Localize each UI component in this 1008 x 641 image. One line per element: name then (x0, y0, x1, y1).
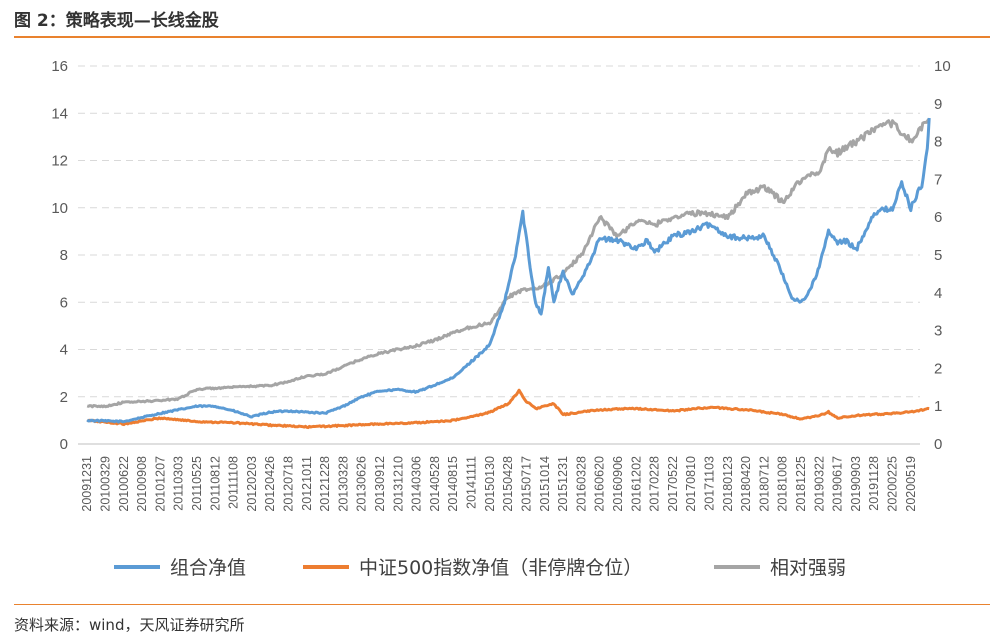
y-left-tick-label: 16 (51, 58, 68, 75)
x-tick-label: 20110525 (190, 456, 204, 511)
series-lines (86, 117, 931, 430)
source-divider (14, 604, 990, 605)
y-right-tick-label: 2 (934, 360, 942, 377)
y-right-tick-label: 3 (934, 323, 942, 340)
y-right-tick-label: 7 (934, 171, 942, 188)
x-tick-label: 20200225 (886, 456, 900, 512)
x-tick-label: 20131210 (391, 456, 405, 512)
x-tick-label: 20120718 (282, 456, 296, 512)
x-tick-label: 20150130 (483, 456, 497, 512)
x-tick-label: 20150428 (501, 456, 515, 512)
x-tick-label: 20181008 (776, 456, 790, 512)
x-tick-label: 20191128 (867, 456, 881, 511)
x-tick-label: 20121011 (300, 456, 314, 511)
x-tick-label: 20170228 (648, 456, 662, 512)
x-tick-label: 20100908 (135, 456, 149, 512)
y-right-tick-label: 0 (934, 436, 942, 453)
x-tick-label: 20170810 (684, 456, 698, 512)
y-left-tick-label: 0 (60, 436, 68, 453)
legend-label-0: 组合净值 (170, 557, 246, 579)
x-tick-label: 20151014 (538, 456, 552, 512)
x-tick-label: 20120203 (245, 456, 259, 512)
left-y-axis: 0 2 4 6 8 10 12 14 16 (51, 58, 68, 453)
x-tick-label: 20111108 (227, 456, 241, 509)
title-divider (14, 36, 990, 38)
right-y-axis: 0 1 2 3 4 5 6 7 8 9 10 (934, 58, 951, 453)
y-left-tick-label: 10 (51, 200, 68, 217)
y-right-tick-label: 5 (934, 247, 942, 264)
x-tick-label: 20150717 (519, 456, 533, 512)
x-tick-label: 20140528 (428, 456, 442, 512)
y-left-tick-label: 8 (60, 247, 68, 264)
y-left-tick-label: 6 (60, 294, 68, 311)
legend-label-1: 中证500指数净值（非停牌仓位） (359, 557, 642, 579)
x-tick-label: 20200519 (904, 456, 918, 512)
x-tick-label: 20091231 (80, 456, 94, 512)
x-tick-label: 20110303 (172, 456, 186, 511)
x-tick-label: 20130328 (336, 456, 350, 512)
x-tick-label: 20130626 (355, 456, 369, 512)
x-tick-label: 20120426 (263, 456, 277, 512)
x-tick-label: 20180420 (739, 456, 753, 512)
y-right-tick-label: 10 (934, 58, 951, 75)
series-line-2 (86, 117, 931, 409)
y-right-tick-label: 1 (934, 398, 942, 415)
x-tick-label: 20190322 (812, 456, 826, 512)
x-tick-label: 20181225 (794, 456, 808, 512)
y-left-tick-label: 4 (60, 342, 68, 359)
x-tick-label: 20100329 (98, 456, 112, 512)
x-tick-label: 20110812 (208, 456, 222, 511)
x-tick-label: 20180123 (721, 456, 735, 512)
x-tick-label: 20100622 (117, 456, 131, 512)
chart-legend: 组合净值 中证500指数净值（非停牌仓位） 相对强弱 (114, 557, 846, 579)
x-tick-label: 20161202 (629, 456, 643, 512)
source-note: 资料来源：wind，天风证券研究所 (14, 616, 245, 634)
series-line-0 (86, 117, 931, 424)
y-left-tick-label: 14 (51, 105, 68, 122)
x-tick-label: 20101207 (153, 456, 167, 512)
x-axis: 20091231 20100329 20100622 20100908 20101207… (80, 456, 918, 512)
x-tick-label: 20160620 (593, 456, 607, 512)
y-right-tick-label: 4 (934, 285, 942, 302)
x-tick-label: 20171103 (703, 456, 717, 511)
x-tick-label: 20160906 (611, 456, 625, 512)
series-line-1 (86, 388, 930, 430)
y-right-tick-label: 6 (934, 209, 942, 226)
y-right-tick-label: 8 (934, 134, 942, 151)
x-tick-label: 20130912 (373, 456, 387, 512)
y-right-tick-label: 9 (934, 96, 942, 113)
x-tick-label: 20151231 (556, 456, 570, 512)
legend-label-2: 相对强弱 (770, 557, 846, 579)
x-tick-label: 20140815 (446, 456, 460, 512)
x-tick-label: 20180712 (757, 456, 771, 512)
x-tick-label: 20141111 (465, 456, 479, 509)
x-tick-label: 20140306 (410, 456, 424, 512)
y-left-tick-label: 2 (60, 389, 68, 406)
gridlines (78, 65, 920, 398)
figure-title: 图 2：策略表现—长线金股 (14, 11, 219, 31)
x-tick-label: 20190617 (831, 456, 845, 512)
x-tick-label: 20170522 (666, 456, 680, 512)
x-tick-label: 20190903 (849, 456, 863, 512)
y-left-tick-label: 12 (51, 153, 68, 170)
x-tick-label: 20160328 (574, 456, 588, 512)
x-tick-label: 20121228 (318, 456, 332, 512)
